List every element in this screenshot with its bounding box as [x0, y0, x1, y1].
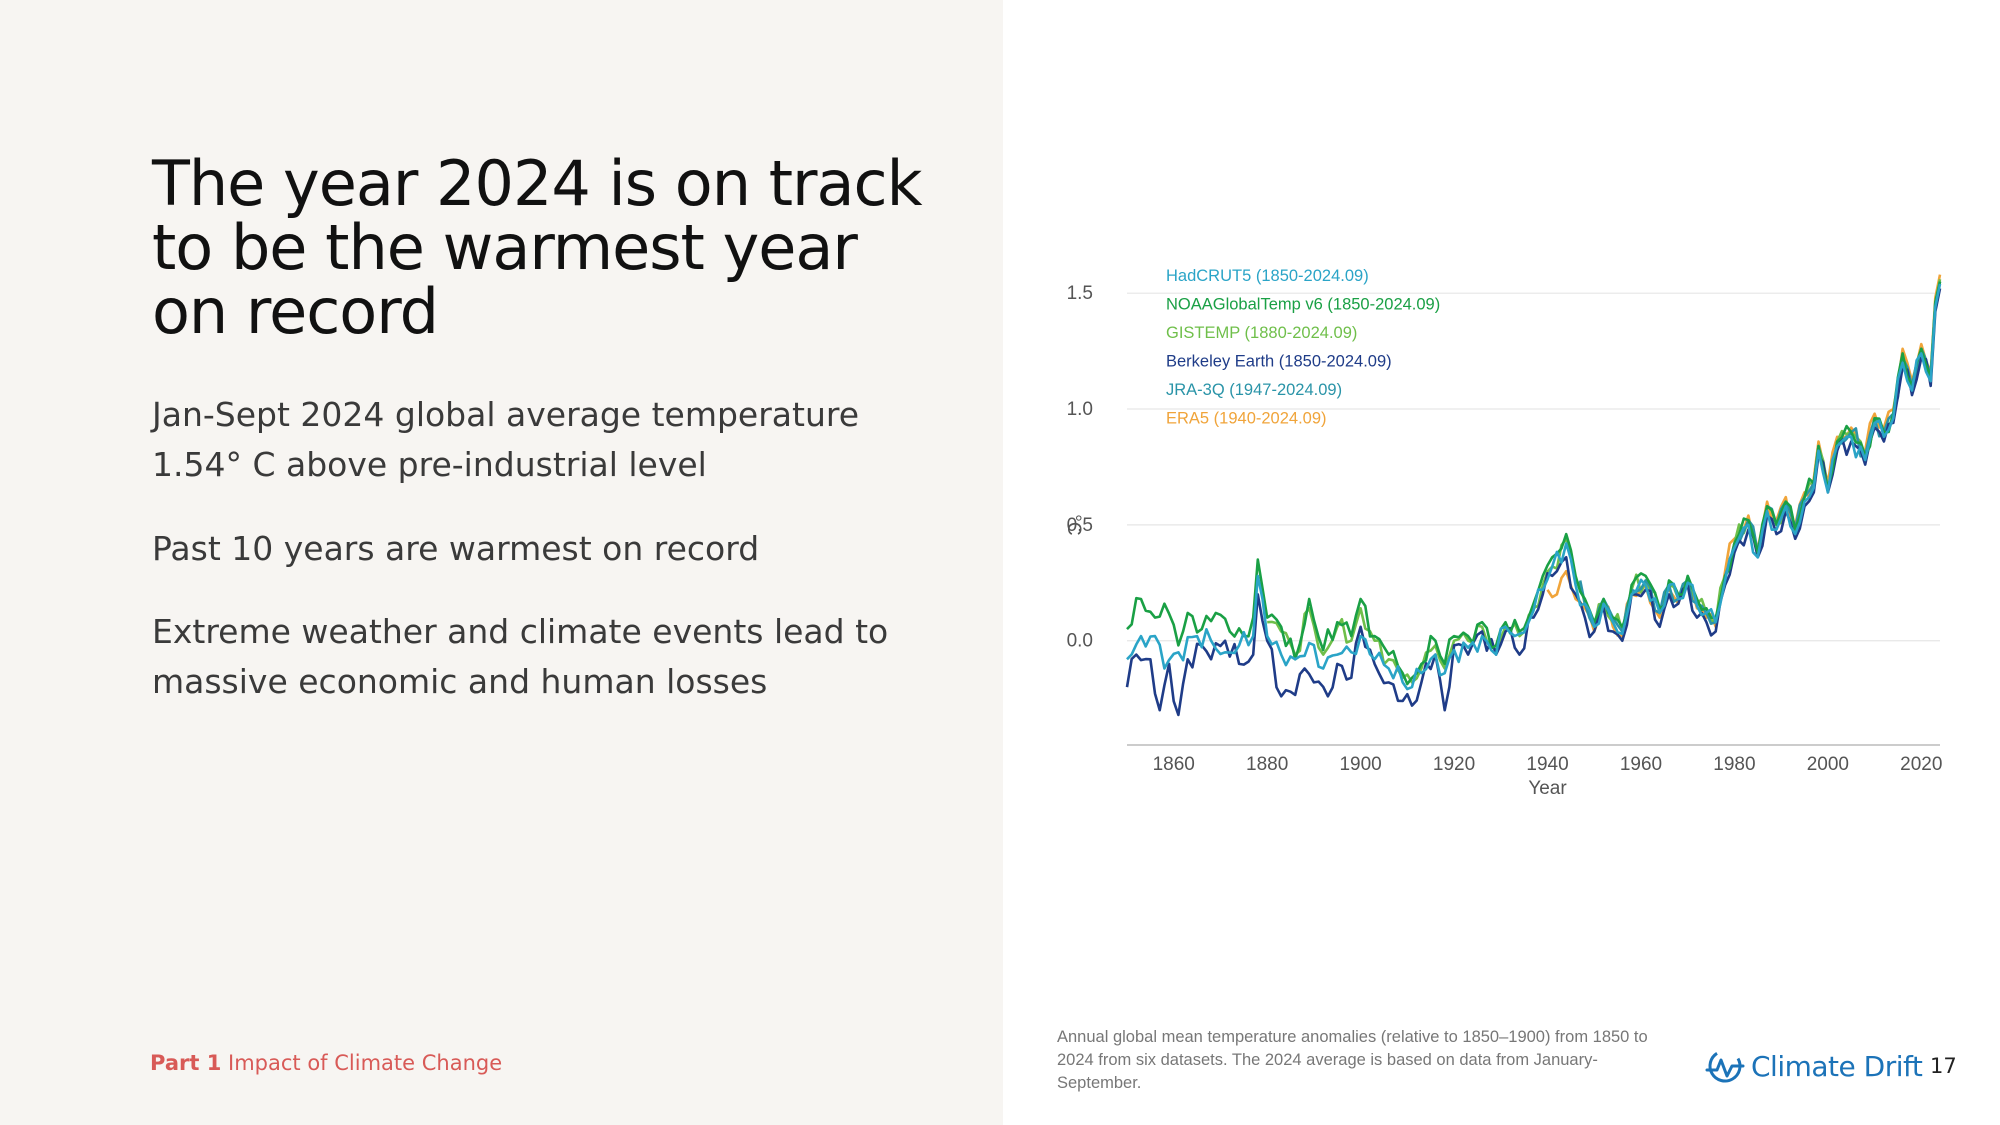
footer-section-label: Part 1 Impact of Climate Change — [150, 1051, 502, 1075]
x-tick-label: 1940 — [1526, 754, 1568, 775]
y-tick-label: 1.5 — [1067, 283, 1093, 304]
right-panel — [1003, 0, 2000, 1125]
left-panel: The year 2024 is on track to be the warm… — [0, 0, 1003, 1125]
temperature-chart: 0.0 0.5 1.0 1.5 1860 1880 1900 1920 1940 1960 1980… — [1063, 267, 1942, 799]
x-tick-label: 2000 — [1807, 754, 1849, 775]
bullet-extreme-weather: Extreme weather and climate events lead … — [152, 612, 889, 701]
y-axis-title: °C — [1063, 514, 1084, 535]
legend-entry: JRA-3Q (1947-2024.09) — [1166, 381, 1342, 399]
footer-part-label: Part 1 — [150, 1051, 222, 1075]
legend-entry: ERA5 (1940-2024.09) — [1166, 410, 1327, 428]
x-tick-label: 1920 — [1433, 754, 1475, 775]
series-line — [1126, 283, 1942, 691]
chart-caption: Annual global mean temperature anomalies… — [1057, 1028, 1648, 1092]
chart-series — [1125, 274, 1942, 717]
legend-entry: HadCRUT5 (1850-2024.09) — [1166, 267, 1369, 285]
y-tick-label: 0.0 — [1067, 631, 1093, 652]
series-line — [1546, 274, 1942, 638]
x-tick-label: 1960 — [1620, 754, 1662, 775]
brand-logo: Climate Drift — [1705, 1046, 1923, 1086]
x-axis-title: Year — [1528, 778, 1567, 799]
brand-name: Climate Drift — [1751, 1049, 1923, 1083]
climate-drift-logo-icon — [1705, 1049, 1745, 1083]
x-tick-label: 1860 — [1153, 754, 1195, 775]
legend-entry: GISTEMP (1880-2024.09) — [1166, 324, 1357, 342]
series-line — [1126, 281, 1942, 686]
chart-legend: HadCRUT5 (1850-2024.09) NOAAGlobalTemp v6… — [1166, 267, 1440, 428]
chart-axes: 0.0 0.5 1.0 1.5 1860 1880 1900 1920 1940 1960 1980… — [1063, 283, 1942, 799]
x-tick-label: 1880 — [1246, 754, 1288, 775]
y-tick-label: 0.5 — [1067, 515, 1093, 536]
chart-gridlines — [1127, 292, 1940, 642]
y-tick-label: 1.0 — [1067, 399, 1093, 420]
bullet-temperature: Jan-Sept 2024 global average temperature… — [152, 395, 860, 484]
x-tick-label: 1980 — [1713, 754, 1755, 775]
slide-title: The year 2024 is on track to be the warm… — [152, 147, 923, 348]
x-tick-label: 1900 — [1339, 754, 1381, 775]
x-tick-label: 2020 — [1900, 754, 1942, 775]
footer-section-name: Impact of Climate Change — [228, 1051, 503, 1075]
bullet-warmest-years: Past 10 years are warmest on record — [152, 529, 760, 568]
page-number: 17 — [1930, 1054, 1957, 1078]
legend-entry: Berkeley Earth (1850-2024.09) — [1166, 353, 1392, 371]
legend-entry: NOAAGlobalTemp v6 (1850-2024.09) — [1166, 296, 1440, 314]
